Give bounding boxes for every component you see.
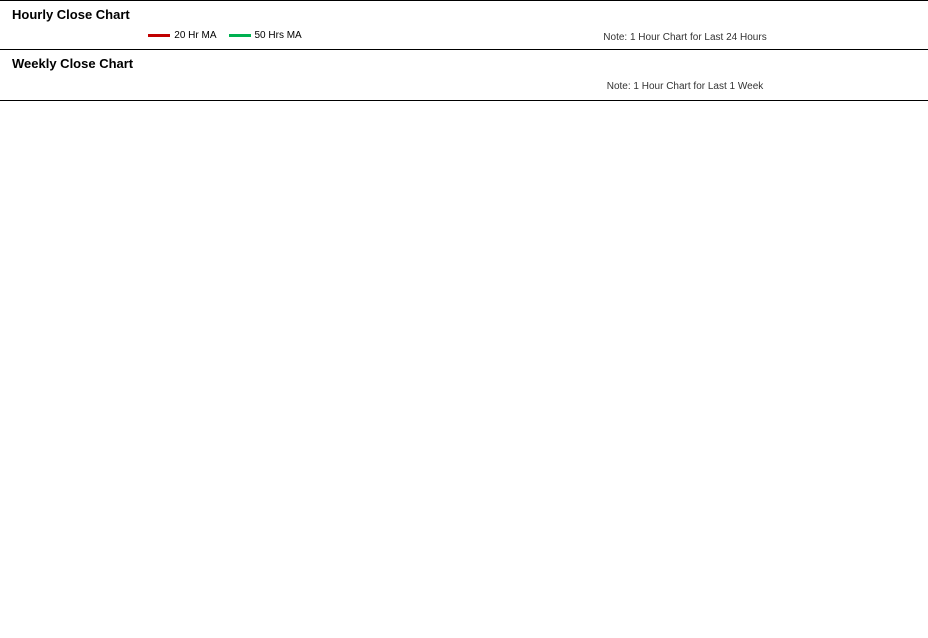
weekly-sr-note: Note: 1 Hour Chart for Last 1 Week (458, 81, 912, 92)
bottom-divider (0, 100, 928, 101)
hourly-title: Hourly Close Chart (0, 5, 928, 28)
hourly-section: Hourly Close Chart 20 Hr MA 50 Hrs MA Not… (0, 0, 928, 49)
hourly-ma-legend: 20 Hr MA 50 Hrs MA (8, 30, 442, 41)
weekly-section: Weekly Close Chart Note: 1 Hour Chart fo… (0, 49, 928, 96)
legend-swatch (229, 34, 251, 37)
weekly-title: Weekly Close Chart (0, 54, 928, 77)
legend-swatch (148, 34, 170, 37)
legend-item: 50 Hrs MA (229, 30, 302, 41)
legend-label: 20 Hr MA (174, 30, 216, 41)
legend-label: 50 Hrs MA (255, 30, 302, 41)
hourly-sr-note: Note: 1 Hour Chart for Last 24 Hours (458, 32, 912, 43)
legend-item: 20 Hr MA (148, 30, 216, 41)
